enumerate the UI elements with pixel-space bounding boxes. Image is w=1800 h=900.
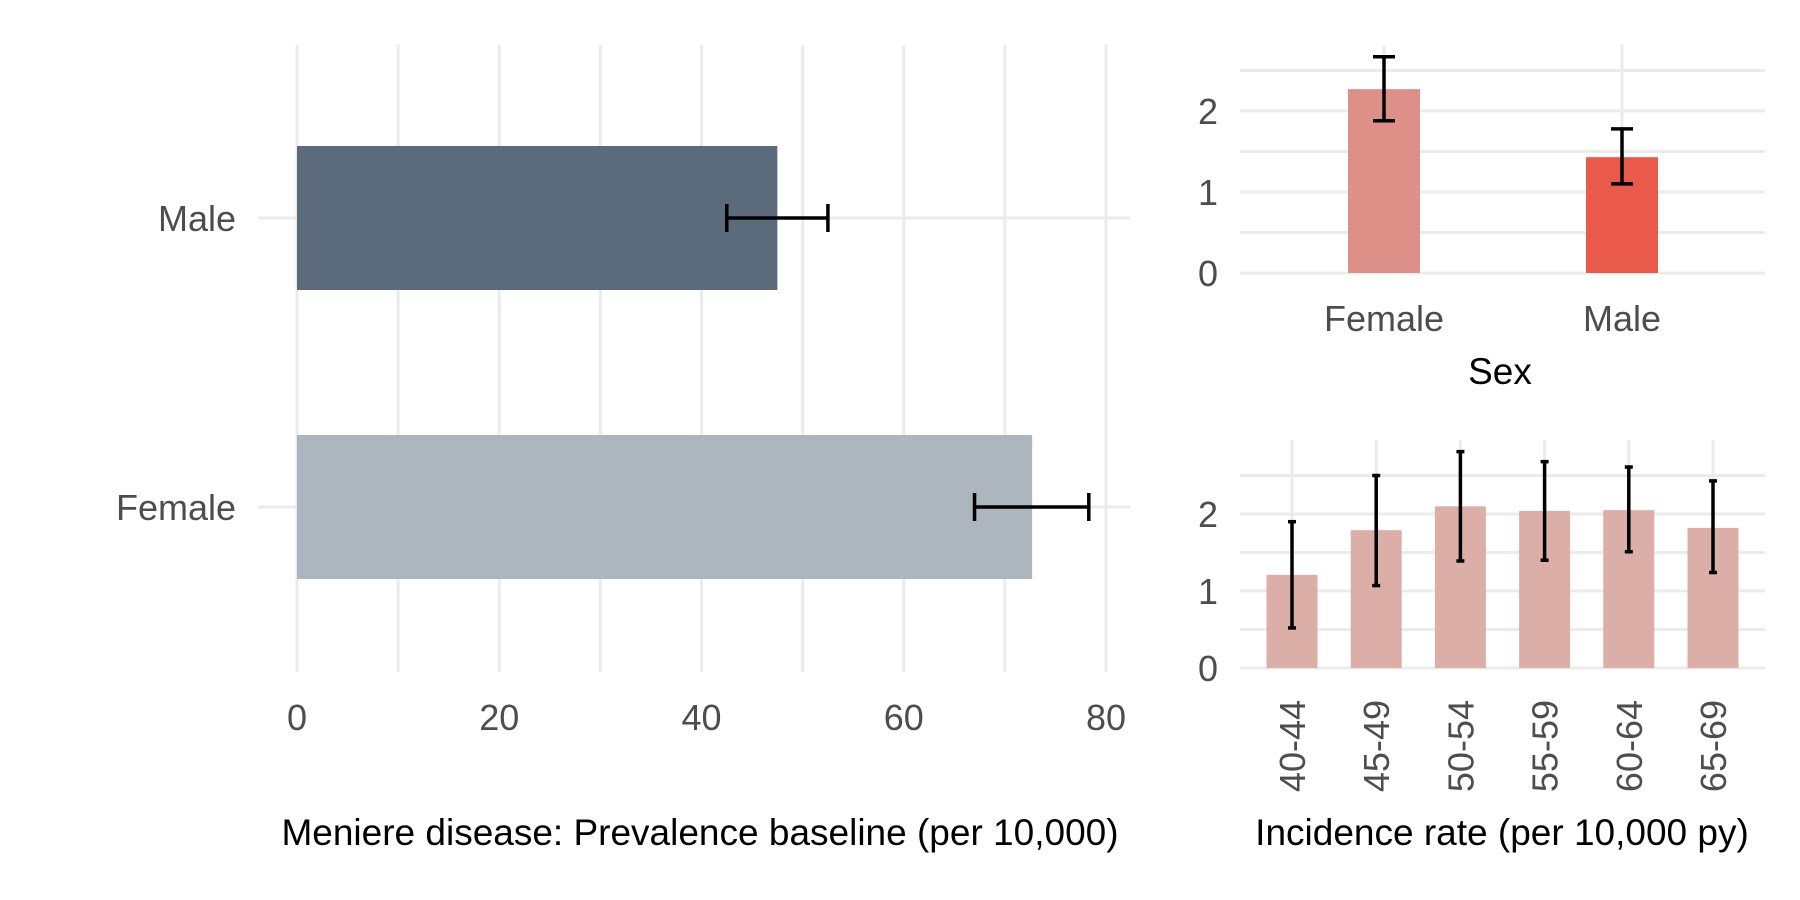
sex-x-axis-title: Sex	[1468, 351, 1532, 392]
age-x-tick-label: 60-64	[1609, 700, 1650, 792]
sex-y-tick-label: 1	[1198, 172, 1218, 213]
prevalence-x-tick-label: 20	[479, 697, 519, 738]
prevalence-panel: Male Female 0 20 40 60 80	[116, 45, 1130, 738]
age-x-tick-label: 45-49	[1356, 700, 1397, 792]
sex-y-tick-label: 0	[1198, 253, 1218, 294]
prevalence-category-label: Male	[158, 198, 236, 239]
incidence-by-age-panel: 40-44 45-49 50-54 55-59 60-64 65-69 0 1 2	[1198, 440, 1765, 792]
prevalence-x-tick-label: 40	[681, 697, 721, 738]
prevalence-bar-male	[297, 146, 778, 290]
age-x-tick-label: 65-69	[1693, 700, 1734, 792]
prevalence-x-tick-label: 0	[287, 697, 307, 738]
prevalence-category-label: Female	[116, 487, 236, 528]
incidence-by-sex-panel: Female Male 0 1 2	[1198, 45, 1765, 339]
sex-y-tick-label: 2	[1198, 91, 1218, 132]
age-y-tick-label: 1	[1198, 571, 1218, 612]
sex-x-tick-label: Female	[1324, 298, 1444, 339]
prevalence-x-tick-label: 60	[884, 697, 924, 738]
prevalence-bar-female	[297, 435, 1033, 579]
age-x-tick-label: 50-54	[1440, 700, 1481, 792]
sex-x-tick-label: Male	[1583, 298, 1661, 339]
age-x-tick-label: 55-59	[1525, 700, 1566, 792]
age-y-tick-label: 2	[1198, 494, 1218, 535]
prevalence-x-axis-title: Meniere disease: Prevalence baseline (pe…	[281, 812, 1118, 853]
age-x-tick-label: 40-44	[1272, 700, 1313, 792]
age-y-tick-label: 0	[1198, 648, 1218, 689]
prevalence-x-tick-label: 80	[1086, 697, 1126, 738]
incidence-x-axis-title: Incidence rate (per 10,000 py)	[1255, 812, 1749, 853]
